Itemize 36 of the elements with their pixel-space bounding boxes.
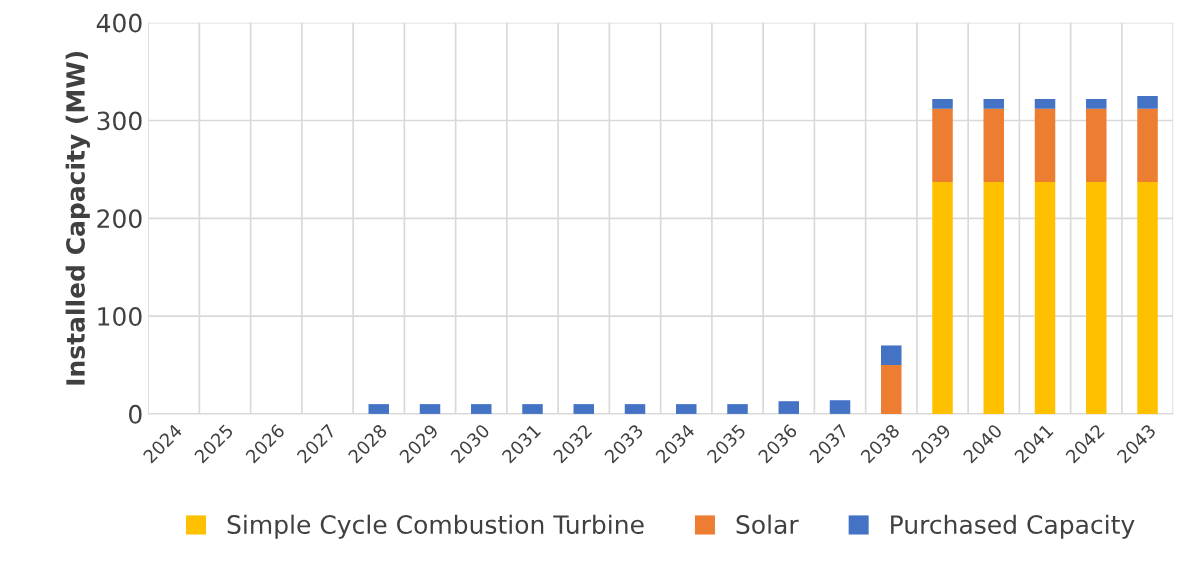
bar — [983, 108, 1005, 183]
y-tick-label: 200 — [97, 209, 142, 229]
bar — [368, 404, 390, 414]
bar — [983, 182, 1005, 414]
y-tick-label: 100 — [98, 307, 142, 326]
bar — [778, 401, 800, 414]
bar — [573, 404, 595, 414]
bar — [1137, 108, 1158, 183]
bar — [881, 365, 902, 414]
bar — [983, 98, 1005, 109]
bar — [624, 404, 646, 414]
legend-label: Solar — [736, 514, 799, 535]
bar — [1137, 182, 1158, 414]
bar — [727, 404, 748, 414]
bar — [1086, 108, 1107, 183]
bar — [1137, 96, 1158, 109]
y-tick-label: 400 — [96, 13, 142, 33]
bar — [1034, 98, 1056, 109]
bar — [1086, 182, 1107, 414]
y-tick-label: 300 — [97, 111, 142, 131]
bar — [881, 345, 902, 366]
legend-label: Purchased Capacity — [891, 514, 1135, 539]
bar — [1086, 98, 1107, 109]
y-tick-label: 0 — [129, 404, 142, 424]
bar — [471, 404, 492, 414]
bar — [1034, 108, 1056, 183]
bar — [932, 182, 953, 414]
bar — [419, 404, 441, 414]
bar — [829, 400, 851, 414]
y-axis-title: Installed Capacity (MW) — [65, 51, 90, 385]
bar — [932, 98, 953, 109]
legend-label: Simple Cycle Combustion Turbine — [227, 514, 644, 539]
bar — [1034, 182, 1056, 414]
bar — [932, 108, 953, 183]
bar — [522, 404, 543, 414]
bar — [676, 404, 697, 414]
